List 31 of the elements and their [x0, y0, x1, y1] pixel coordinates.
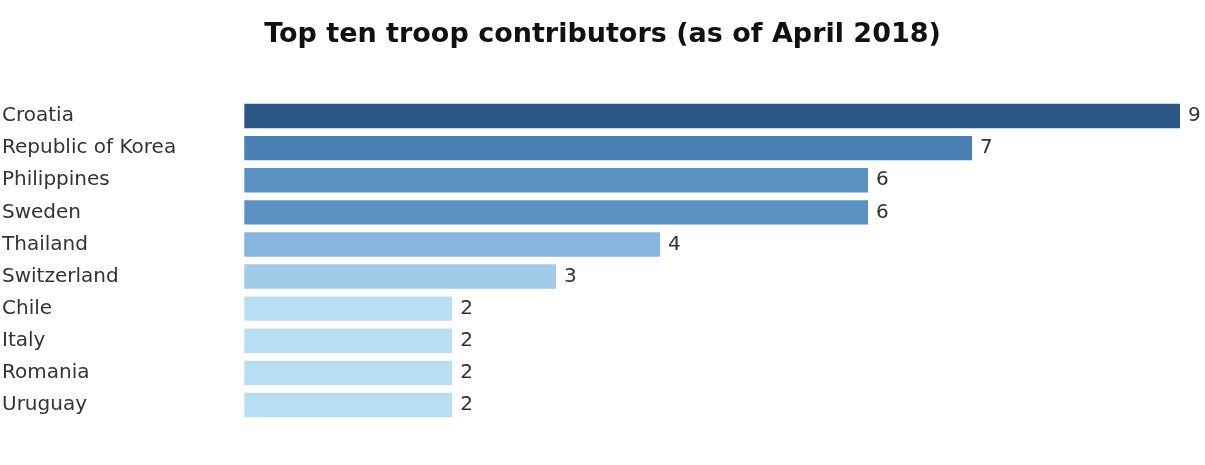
data-label: 2 [460, 294, 473, 319]
data-label: 6 [876, 166, 889, 191]
y-tick-label: Philippines [2, 166, 110, 191]
y-tick-label: Romania [2, 359, 90, 384]
data-label: 4 [668, 230, 681, 255]
data-label: 2 [460, 359, 473, 384]
data-label: 2 [460, 326, 473, 351]
bar [244, 103, 1180, 129]
y-tick-label: Republic of Korea [2, 134, 177, 159]
bar [244, 232, 661, 257]
chart-title: Top ten troop contributors (as of April 2018) [263, 16, 942, 50]
bar [244, 135, 973, 161]
data-label: 3 [564, 262, 577, 287]
y-tick-label: Uruguay [2, 391, 88, 416]
y-tick-label: Croatia [2, 102, 74, 127]
bar [244, 296, 453, 321]
y-tick-label: Switzerland [2, 262, 119, 287]
y-tick-label: Chile [2, 294, 53, 319]
bar [244, 360, 453, 386]
data-label: 7 [980, 134, 993, 159]
bar [244, 264, 557, 289]
bar [244, 328, 453, 353]
data-label: 2 [460, 391, 473, 416]
bar [244, 168, 869, 193]
bar [244, 392, 453, 418]
y-tick-label: Sweden [2, 198, 82, 223]
y-tick-label: Thailand [1, 230, 88, 255]
data-label: 9 [1188, 102, 1201, 127]
y-tick-label: Italy [2, 326, 46, 351]
data-label: 6 [876, 198, 889, 223]
bar [244, 200, 869, 225]
